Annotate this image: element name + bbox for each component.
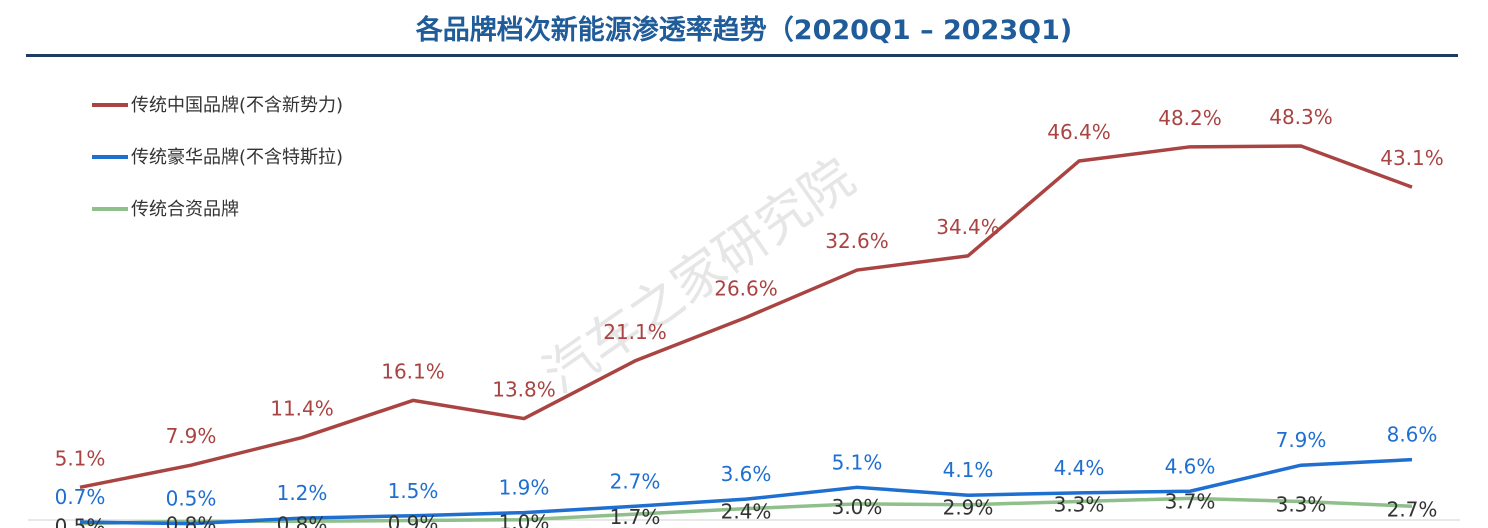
data-label: 26.6% (714, 276, 778, 300)
data-label: 21.1% (603, 320, 667, 344)
title-divider (26, 54, 1458, 57)
legend-label: 传统合资品牌 (131, 199, 239, 220)
watermark: 汽车之家研究院 (533, 148, 866, 406)
data-label: 7.9% (1276, 428, 1327, 452)
data-label: 3.3% (1054, 493, 1105, 517)
data-label: 46.4% (1047, 120, 1111, 144)
data-label: 2.7% (1387, 497, 1438, 521)
data-label: 3.3% (1276, 493, 1327, 517)
data-label: 3.0% (832, 495, 883, 519)
data-label: 48.3% (1269, 105, 1333, 129)
series-line-3 (79, 496, 1413, 526)
data-label: 4.4% (1054, 456, 1105, 480)
data-label: 5.1% (55, 446, 106, 470)
series-lines (79, 144, 1413, 526)
data-label: 13.8% (492, 378, 556, 402)
data-label: 3.7% (1165, 489, 1216, 513)
data-label: 1.5% (388, 479, 439, 503)
data-labels: 5.1% 7.9% 11.4% 16.1% 13.8% 21.1% 26.6% 32.6% 34… (55, 105, 1444, 528)
data-label: 1.9% (499, 476, 550, 500)
data-label: 3.6% (721, 462, 772, 486)
data-label: 0.8% (166, 512, 217, 528)
legend-label: 传统豪华品牌(不含特斯拉) (131, 147, 343, 168)
data-label: 7.9% (166, 424, 217, 448)
data-label: 0.9% (388, 511, 439, 528)
chart-title: 各品牌档次新能源渗透率趋势（2020Q1 – 2023Q1) (415, 15, 1073, 46)
legend: 传统中国品牌(不含新势力) 传统豪华品牌(不含特斯拉) 传统合资品牌 (92, 95, 343, 220)
data-label: 11.4% (270, 397, 334, 421)
data-label: 2.4% (721, 500, 772, 524)
data-label: 0.5% (55, 515, 106, 528)
data-label: 34.4% (936, 215, 1000, 239)
series-line-2 (79, 457, 1413, 526)
data-label: 16.1% (381, 359, 445, 383)
data-label: 32.6% (825, 229, 889, 253)
data-label: 1.2% (277, 481, 328, 505)
data-label: 2.7% (610, 469, 661, 493)
data-label: 0.8% (277, 512, 328, 528)
data-label: 2.9% (943, 496, 994, 520)
series-line-1 (79, 144, 1413, 490)
data-label: 4.6% (1165, 454, 1216, 478)
data-label: 5.1% (832, 450, 883, 474)
data-label: 0.7% (55, 485, 106, 509)
data-label: 1.7% (610, 505, 661, 528)
data-label: 48.2% (1158, 106, 1222, 130)
data-label: 0.5% (166, 487, 217, 511)
data-label: 4.1% (943, 458, 994, 482)
data-label: 1.0% (499, 511, 550, 528)
data-label: 43.1% (1380, 146, 1444, 170)
data-label: 8.6% (1387, 423, 1438, 447)
legend-label: 传统中国品牌(不含新势力) (131, 95, 343, 116)
